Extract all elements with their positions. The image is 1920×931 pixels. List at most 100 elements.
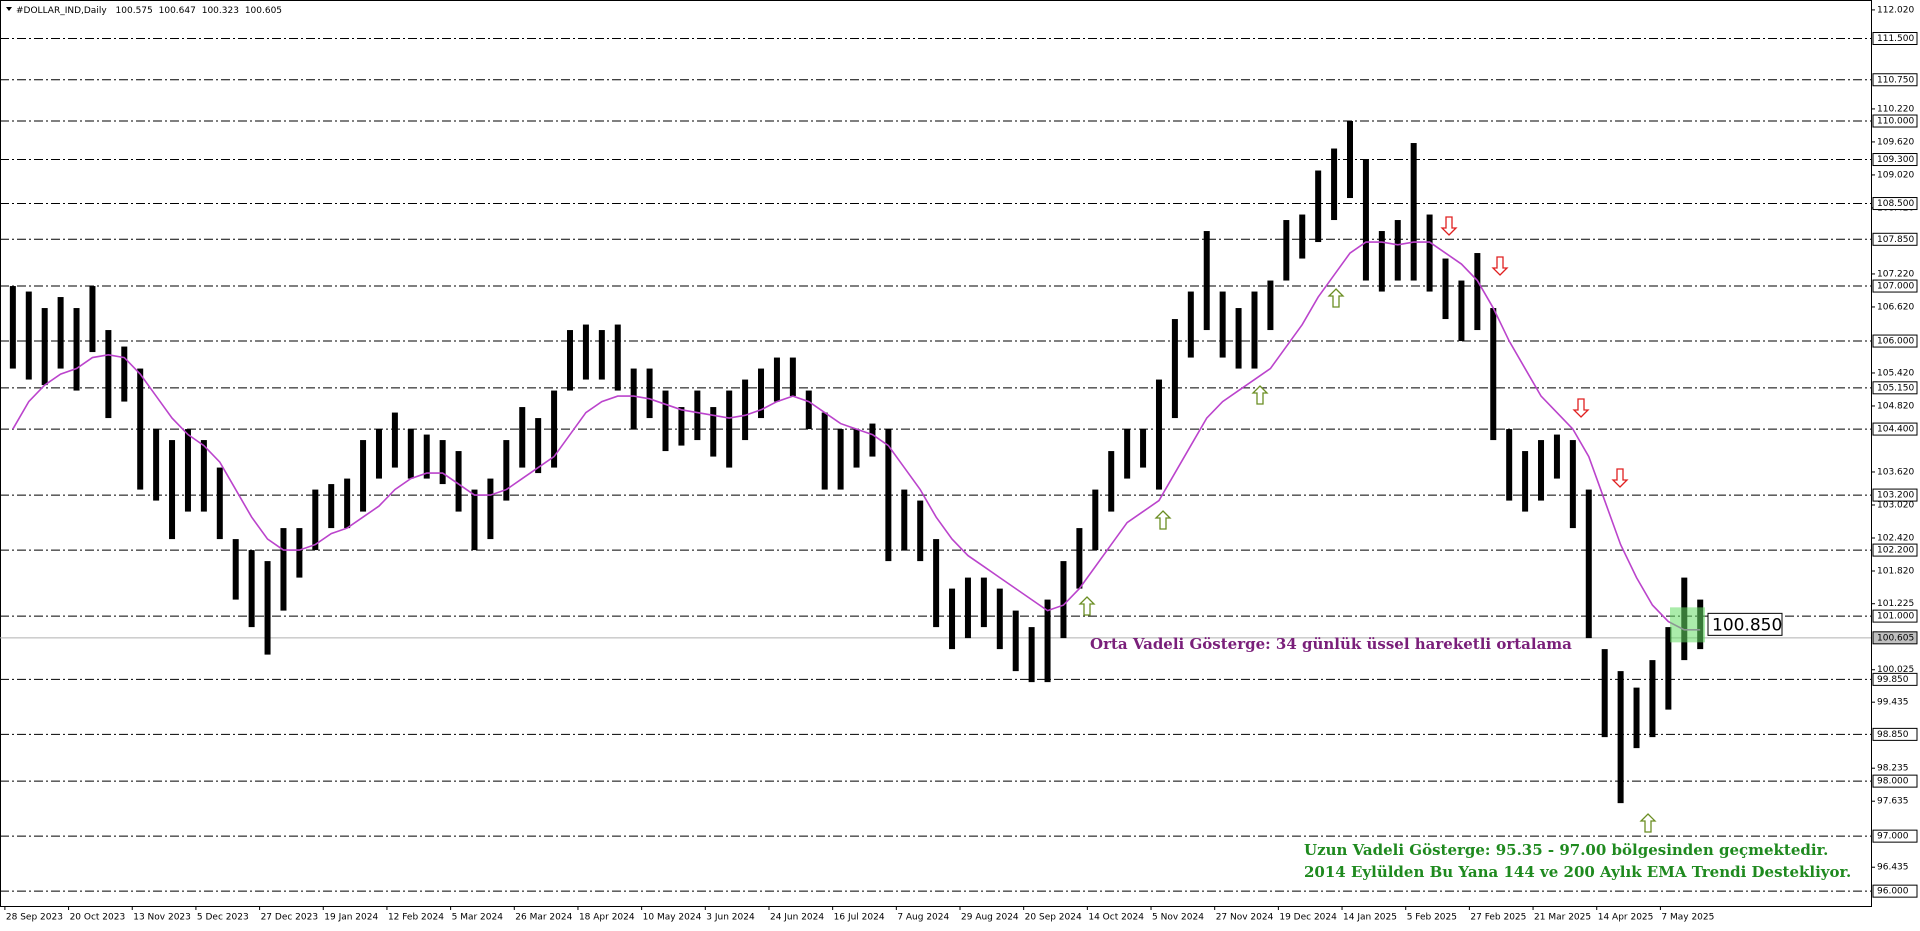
- y-tick-label: 100.025: [1877, 665, 1914, 675]
- level-label-box: [1872, 279, 1918, 293]
- price-bar: [1394, 220, 1401, 281]
- y-tick-label: 104.820: [1877, 401, 1914, 411]
- price-bar: [1362, 159, 1369, 281]
- price-bar: [694, 390, 701, 441]
- level-label-box: [1872, 381, 1918, 395]
- level-label: 99.850: [1877, 675, 1909, 685]
- ohlc-open: 100.575: [116, 6, 153, 16]
- price-bar: [1092, 489, 1099, 551]
- price-bar: [41, 308, 48, 386]
- up-arrow: [1327, 288, 1345, 308]
- price-bar: [216, 467, 223, 540]
- level-label-box: [1872, 153, 1918, 167]
- price-bar: [1012, 610, 1019, 672]
- level-label: 110.750: [1877, 75, 1914, 85]
- price-bar: [1299, 214, 1306, 259]
- price-bar: [407, 429, 414, 479]
- price-bar: [487, 478, 494, 540]
- up-arrow: [1251, 385, 1269, 405]
- x-tick-label: 27 Nov 2024: [1216, 913, 1274, 923]
- price-bar: [1267, 280, 1274, 331]
- x-tick-label: 14 Apr 2025: [1598, 913, 1654, 923]
- price-bar: [551, 390, 558, 468]
- price-bar: [391, 412, 398, 468]
- ohlc-close: 100.605: [245, 6, 282, 16]
- price-bar: [901, 489, 908, 551]
- price-bar: [1522, 451, 1529, 512]
- level-label: 111.500: [1877, 34, 1914, 44]
- price-bar: [710, 407, 717, 457]
- price-bar: [264, 561, 271, 655]
- price-bar: [200, 440, 207, 512]
- price-bar: [1331, 148, 1338, 221]
- price-bar: [105, 330, 112, 419]
- price-bar: [614, 324, 621, 391]
- price-bar: [1490, 308, 1497, 441]
- marker-label: 100.850: [1712, 615, 1782, 635]
- price-bar: [73, 308, 80, 391]
- price-bar: [1076, 528, 1083, 589]
- ema-annotation: Orta Vadeli Gösterge: 34 günlük üssel ha…: [1090, 635, 1572, 653]
- header: #DOLLAR_IND,Daily 100.575 100.647 100.32…: [16, 6, 282, 16]
- y-tick-label: 103.020: [1877, 500, 1914, 510]
- price-bar: [980, 577, 987, 628]
- price-bar: [423, 434, 430, 479]
- x-tick-label: 27 Dec 2023: [261, 913, 319, 923]
- level-label-box: [1872, 774, 1918, 788]
- price-bar: [805, 390, 812, 430]
- price-bar: [646, 368, 653, 419]
- level-label-box: [1872, 73, 1918, 87]
- price-bar: [1410, 143, 1417, 281]
- y-tick-label: 103.620: [1877, 467, 1914, 477]
- x-tick-label: 13 Nov 2023: [133, 913, 191, 923]
- x-tick-label: 20 Sep 2024: [1025, 913, 1082, 923]
- price-bar: [1601, 649, 1608, 738]
- level-label: 108.500: [1877, 199, 1914, 209]
- price-bar: [1458, 280, 1465, 342]
- level-label-box: [1872, 232, 1918, 246]
- price-bar: [89, 286, 96, 353]
- highlight-zone: [1670, 607, 1705, 643]
- long-term-annotation: 2014 Eylülden Bu Yana 144 ve 200 Aylık E…: [1304, 863, 1851, 881]
- ema-line: [12, 241, 1701, 631]
- x-tick-label: 27 Feb 2025: [1470, 913, 1526, 923]
- level-label: 107.850: [1877, 235, 1914, 245]
- price-bar: [328, 484, 335, 529]
- price-bar: [1347, 121, 1353, 199]
- y-tick-label: 107.220: [1877, 269, 1914, 279]
- x-tick-label: 21 Mar 2025: [1534, 913, 1591, 923]
- down-arrow: [1491, 256, 1509, 276]
- up-arrow: [1154, 510, 1172, 530]
- level-label-box: [1872, 609, 1918, 623]
- price-bar: [1219, 291, 1226, 358]
- price-bar: [439, 440, 446, 485]
- x-tick-label: 28 Sep 2023: [6, 913, 63, 923]
- level-label: 98.850: [1877, 730, 1909, 740]
- price-bar: [1251, 291, 1258, 369]
- price-bar: [773, 357, 780, 402]
- x-tick-label: 19 Dec 2024: [1279, 913, 1337, 923]
- price-bar: [503, 440, 510, 501]
- price-bar: [1474, 253, 1481, 331]
- price-bar: [726, 390, 733, 468]
- level-label-box: [1872, 672, 1918, 686]
- price-bar: [519, 407, 526, 468]
- price-bar: [1028, 627, 1035, 683]
- y-tick-label: 101.820: [1877, 566, 1914, 576]
- price-bar: [949, 588, 956, 650]
- price-bar: [344, 478, 351, 529]
- y-tick-label: 112.020: [1877, 5, 1914, 15]
- level-label: 98.000: [1877, 777, 1909, 787]
- long-term-annotation: Uzun Vadeli Gösterge: 95.35 - 97.00 bölg…: [1304, 841, 1828, 859]
- marker-box: [1707, 612, 1783, 636]
- level-label: 103.200: [1877, 491, 1914, 501]
- price-bar: [248, 550, 255, 628]
- price-bar: [1108, 451, 1115, 512]
- level-label-box: [1872, 32, 1918, 46]
- x-tick-label: 20 Oct 2023: [70, 913, 126, 923]
- level-label: 104.400: [1877, 425, 1914, 435]
- x-tick-label: 14 Oct 2024: [1088, 913, 1144, 923]
- price-bar: [933, 539, 940, 628]
- price-bar: [758, 368, 765, 419]
- price-bar: [25, 291, 32, 380]
